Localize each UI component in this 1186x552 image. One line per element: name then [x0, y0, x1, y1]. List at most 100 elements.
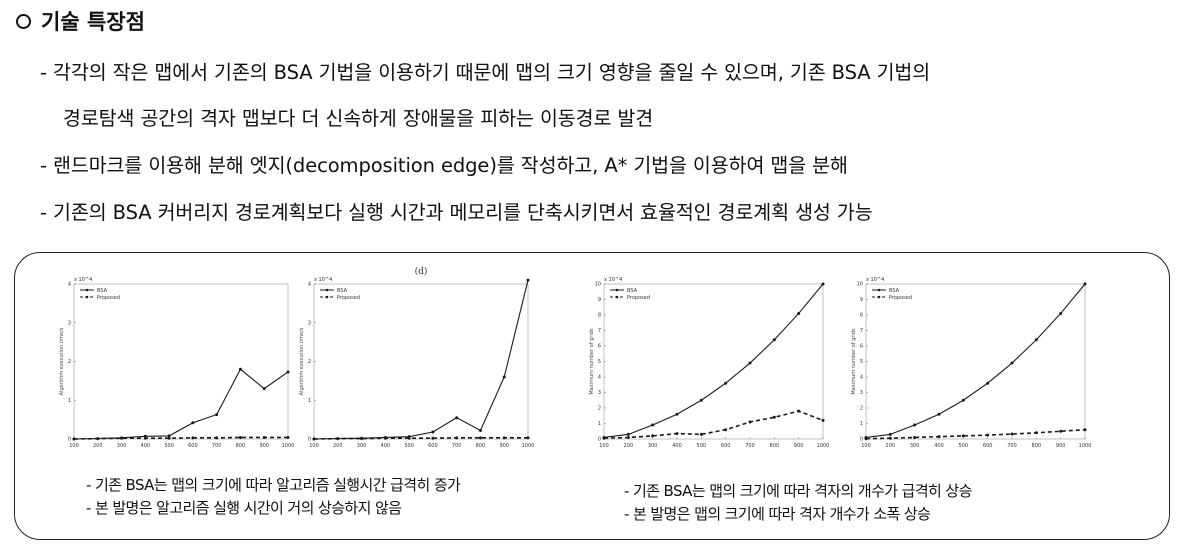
x-tick-label: 800 — [1032, 443, 1042, 449]
legend-marker — [877, 288, 881, 292]
data-point — [699, 432, 703, 436]
y-tick-label: 1 — [598, 421, 601, 427]
data-point — [651, 434, 655, 438]
x-tick-label: 600 — [983, 443, 993, 449]
y-tick-label: 0 — [598, 437, 601, 443]
data-point — [143, 436, 147, 440]
data-point — [383, 436, 387, 440]
x-tick-label: 600 — [428, 443, 438, 449]
data-point — [526, 278, 530, 282]
data-point — [1010, 432, 1014, 436]
x-tick-label: 100 — [309, 443, 319, 449]
data-point — [986, 433, 990, 437]
chart-d: x 10^4 0 1 2 3 4 5 6 7 8 9 10 100 200 300 400 500 600 700 8… — [848, 262, 1093, 457]
y-tick-label: 4 — [598, 375, 601, 381]
bullet-3: - 기존의 BSA 커버리지 경로계획보다 실행 시간과 메모리를 단축시키면서… — [40, 201, 873, 224]
data-point — [407, 436, 411, 440]
data-point — [286, 435, 290, 439]
x-tick-label: 500 — [959, 443, 969, 449]
data-point — [1010, 361, 1014, 365]
data-point — [120, 436, 124, 440]
legend-label: Proposed — [97, 295, 120, 301]
x-tick-label: 100 — [69, 443, 79, 449]
x-tick-label: 500 — [697, 443, 707, 449]
y-axis-label: Maximum number of grids — [851, 328, 857, 395]
data-point — [626, 435, 630, 439]
series-line-bsa — [865, 283, 1086, 438]
data-point — [675, 432, 679, 436]
data-point — [724, 381, 728, 385]
y-tick-label: 10 — [595, 282, 601, 288]
y-tick-label: 7 — [860, 328, 863, 334]
data-point — [191, 421, 195, 425]
data-point — [797, 311, 801, 315]
legend-label: BSA — [889, 288, 900, 294]
x-tick-label: 1000 — [1079, 443, 1092, 449]
data-point — [651, 423, 655, 427]
plot-frame — [603, 283, 824, 440]
y-tick-label: 5 — [860, 359, 863, 365]
y-tick-label: 6 — [860, 344, 863, 350]
data-point — [1083, 428, 1087, 432]
x-tick-label: 800 — [236, 443, 246, 449]
x-tick-label: 300 — [357, 443, 367, 449]
data-point — [215, 436, 219, 440]
data-point — [821, 418, 825, 422]
section-title: 기술 특장점 — [41, 10, 145, 34]
legend-label: Proposed — [627, 295, 650, 301]
y-tick-label: 4 — [68, 282, 71, 288]
x-tick-label: 300 — [117, 443, 127, 449]
data-point — [1034, 338, 1038, 342]
x-tick-label: 900 — [259, 443, 269, 449]
data-point — [1059, 311, 1063, 315]
legend-marker — [325, 295, 329, 299]
series-line-bsa — [313, 279, 529, 440]
chart-subtitle: (d) — [415, 266, 428, 277]
legend-label: BSA — [97, 288, 108, 294]
data-point — [961, 434, 965, 438]
x-tick-label: 900 — [499, 443, 509, 449]
y-tick-label: 2 — [598, 406, 601, 412]
legend-marker — [615, 288, 619, 292]
x-tick-label: 900 — [1056, 443, 1066, 449]
data-point — [526, 436, 530, 440]
y-tick-label: 0 — [860, 437, 863, 443]
y-axis-label: Algorithm execution time/s — [299, 327, 305, 395]
caption-right-1: - 기존 BSA는 맵의 크기에 따라 격자의 개수가 급격히 상승 — [624, 482, 972, 500]
bullet-2: - 랜드마크를 이용해 분해 엣지(decomposition edge)를 작… — [40, 154, 848, 177]
series-line-bsa — [603, 283, 824, 438]
y-tick-label: 0 — [68, 437, 71, 443]
x-tick-label: 200 — [624, 443, 634, 449]
x-tick-label: 1000 — [282, 443, 295, 449]
x-tick-label: 300 — [910, 443, 920, 449]
plot-frame — [73, 283, 289, 440]
data-point — [167, 434, 171, 438]
data-point — [238, 435, 242, 439]
data-point — [431, 436, 435, 440]
y-tick-label: 9 — [860, 297, 863, 303]
y-tick-label: 5 — [598, 359, 601, 365]
legend-label: Proposed — [889, 295, 912, 301]
x-tick-label: 800 — [476, 443, 486, 449]
data-point — [797, 409, 801, 413]
legend-label: Proposed — [337, 295, 360, 301]
chart-c: x 10^4 0 1 2 3 4 5 6 7 8 9 10 100 200 300 400 500 600 700 8… — [586, 262, 831, 457]
x-tick-label: 500 — [404, 443, 414, 449]
x-tick-label: 200 — [886, 443, 896, 449]
data-point — [502, 436, 506, 440]
chart-a: x 10^4 0 1 2 3 4 100 200 300 400 500 600 700 800 900 10… — [56, 262, 296, 457]
data-point — [215, 413, 219, 417]
y-tick-label: 3 — [598, 390, 601, 396]
y-tick-label: 4 — [308, 282, 311, 288]
y-axis-label: Algorithm execution time/s — [59, 327, 65, 395]
x-tick-label: 300 — [648, 443, 658, 449]
data-point — [286, 370, 290, 374]
y-tick-label: 2 — [68, 359, 71, 365]
bullet-1-line-1: - 각각의 작은 맵에서 기존의 BSA 기법을 이용하기 때문에 맵의 크기 … — [40, 61, 931, 84]
data-point — [724, 428, 728, 432]
data-point — [937, 412, 941, 416]
data-point — [772, 338, 776, 342]
section-heading: 기술 특장점 — [16, 6, 145, 36]
legend-label: BSA — [337, 288, 348, 294]
y-exponent-label: x 10^4 — [604, 277, 622, 283]
